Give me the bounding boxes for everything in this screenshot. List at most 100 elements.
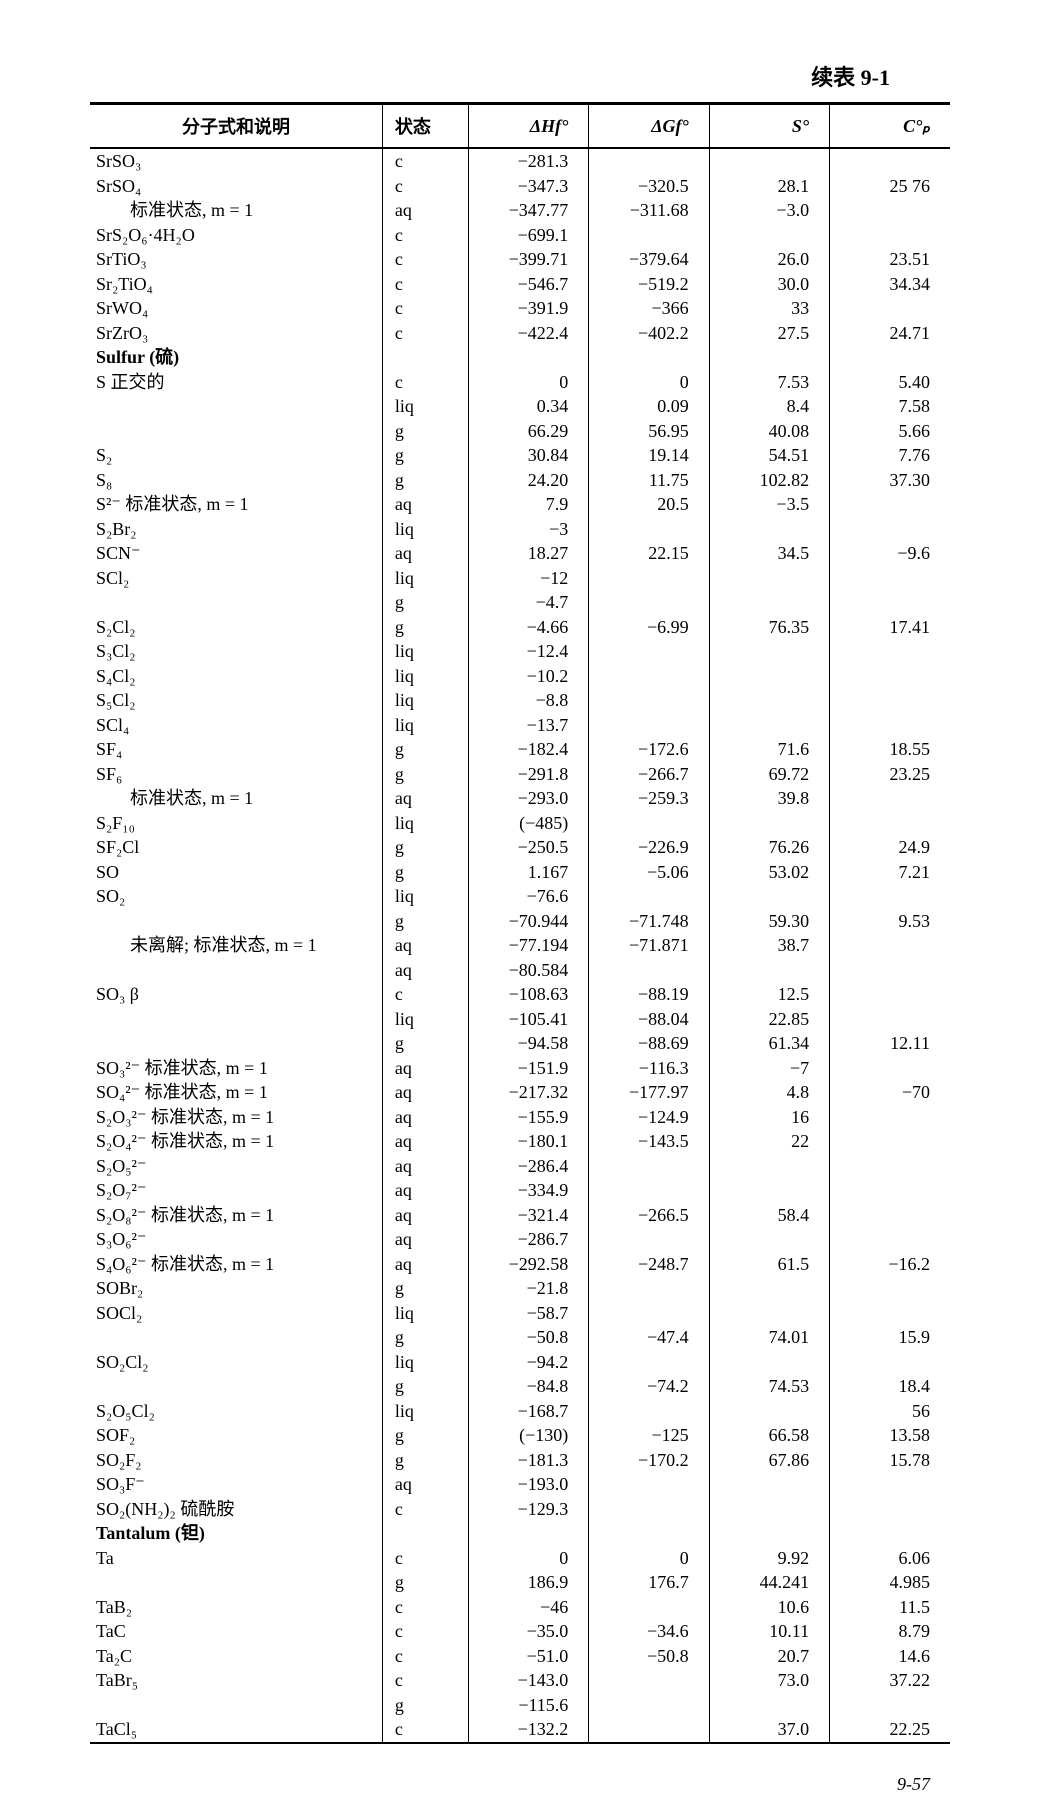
cell-dhf: 66.29 — [468, 419, 588, 444]
cell-dhf: −94.2 — [468, 1350, 588, 1375]
cell-state: c — [382, 1497, 468, 1522]
cell-dgf: −266.5 — [589, 1203, 709, 1228]
cell-cp: 13.58 — [830, 1423, 950, 1448]
cell-cp: 9.53 — [830, 909, 950, 934]
cell-formula: S₃Cl₂ — [90, 639, 382, 664]
cell-formula — [90, 590, 382, 615]
cell-dhf: 0 — [468, 370, 588, 395]
cell-s: 74.01 — [709, 1325, 829, 1350]
cell-cp: 7.21 — [830, 860, 950, 885]
cell-dgf — [589, 639, 709, 664]
cell-formula: SO₂ — [90, 884, 382, 909]
col-header-formula: 分子式和说明 — [90, 104, 382, 149]
cell-state: c — [382, 1546, 468, 1571]
cell-dhf: 1.167 — [468, 860, 588, 885]
cell-dhf: −391.9 — [468, 296, 588, 321]
cell-cp — [830, 148, 950, 174]
cell-dhf: −347.77 — [468, 198, 588, 223]
cell-state: aq — [382, 1056, 468, 1081]
cell-state: aq — [382, 958, 468, 983]
cell-s — [709, 1472, 829, 1497]
cell-state: aq — [382, 1129, 468, 1154]
cell-dgf: −172.6 — [589, 737, 709, 762]
cell-s: 16 — [709, 1105, 829, 1130]
cell-cp — [830, 1056, 950, 1081]
cell-formula: SO₂F₂ — [90, 1448, 382, 1473]
cell-s — [709, 1178, 829, 1203]
table-row: SOF₂g(−130)−12566.5813.58 — [90, 1423, 950, 1448]
cell-cp — [830, 223, 950, 248]
cell-formula: TaC — [90, 1619, 382, 1644]
cell-dgf: −34.6 — [589, 1619, 709, 1644]
cell-dhf: −292.58 — [468, 1252, 588, 1277]
cell-formula: S²⁻ 标准状态, m = 1 — [90, 492, 382, 517]
cell-s: 61.34 — [709, 1031, 829, 1056]
cell-dhf: −699.1 — [468, 223, 588, 248]
cell-s — [709, 1227, 829, 1252]
cell-state: liq — [382, 1007, 468, 1032]
cell-dgf — [589, 345, 709, 370]
cell-state: aq — [382, 1154, 468, 1179]
table-row: SOBr₂g−21.8 — [90, 1276, 950, 1301]
page-footer: 9-57 — [90, 1774, 930, 1795]
cell-dhf: 7.9 — [468, 492, 588, 517]
cell-formula: S₈ — [90, 468, 382, 493]
cell-formula: TaBr₅ — [90, 1668, 382, 1693]
table-row: S₂O₄²⁻ 标准状态, m = 1aq−180.1−143.522 — [90, 1129, 950, 1154]
cell-dgf: −88.69 — [589, 1031, 709, 1056]
cell-s: 9.92 — [709, 1546, 829, 1571]
cell-state: g — [382, 762, 468, 787]
cell-s — [709, 713, 829, 738]
cell-formula: SO₃ β — [90, 982, 382, 1007]
table-row: S₂Cl₂g−4.66−6.9976.3517.41 — [90, 615, 950, 640]
cell-dgf: −116.3 — [589, 1056, 709, 1081]
cell-state: g — [382, 590, 468, 615]
table-row: TaBr₅c−143.073.037.22 — [90, 1668, 950, 1693]
cell-s — [709, 345, 829, 370]
cell-dhf: −155.9 — [468, 1105, 588, 1130]
cell-state: c — [382, 982, 468, 1007]
cell-dgf — [589, 566, 709, 591]
cell-dgf: −143.5 — [589, 1129, 709, 1154]
cell-dhf: −12.4 — [468, 639, 588, 664]
cell-s — [709, 517, 829, 542]
cell-formula: TaCl₅ — [90, 1717, 382, 1743]
cell-dgf: −47.4 — [589, 1325, 709, 1350]
cell-dhf: −143.0 — [468, 1668, 588, 1693]
table-row: g−4.7 — [90, 590, 950, 615]
cell-s: −3.5 — [709, 492, 829, 517]
cell-state: g — [382, 419, 468, 444]
cell-dgf — [589, 1178, 709, 1203]
cell-dhf: −286.7 — [468, 1227, 588, 1252]
cell-dgf: −259.3 — [589, 786, 709, 811]
cell-dhf: 186.9 — [468, 1570, 588, 1595]
table-row: S₂O₇²⁻aq−334.9 — [90, 1178, 950, 1203]
table-caption: 续表 9-1 — [90, 60, 890, 92]
cell-dhf: −50.8 — [468, 1325, 588, 1350]
cell-cp — [830, 1227, 950, 1252]
cell-cp: 5.40 — [830, 370, 950, 395]
table-row: g−94.58−88.6961.3412.11 — [90, 1031, 950, 1056]
cell-dgf: 19.14 — [589, 443, 709, 468]
cell-dhf: −193.0 — [468, 1472, 588, 1497]
table-row: S₃O₆²⁻aq−286.7 — [90, 1227, 950, 1252]
cell-s: 7.53 — [709, 370, 829, 395]
cell-cp: 22.25 — [830, 1717, 950, 1743]
cell-cp: 56 — [830, 1399, 950, 1424]
cell-cp: 15.9 — [830, 1325, 950, 1350]
cell-dhf: −3 — [468, 517, 588, 542]
cell-dhf — [468, 345, 588, 370]
cell-cp: −16.2 — [830, 1252, 950, 1277]
cell-dgf — [589, 517, 709, 542]
cell-s: 71.6 — [709, 737, 829, 762]
cell-formula: SrSO₄ — [90, 174, 382, 199]
cell-formula — [90, 1007, 382, 1032]
table-row: g−70.944−71.74859.309.53 — [90, 909, 950, 934]
cell-s: 12.5 — [709, 982, 829, 1007]
cell-s: 58.4 — [709, 1203, 829, 1228]
cell-formula — [90, 1031, 382, 1056]
cell-formula: S₂ — [90, 443, 382, 468]
cell-formula: SCl₄ — [90, 713, 382, 738]
cell-cp — [830, 590, 950, 615]
cell-state: c — [382, 370, 468, 395]
